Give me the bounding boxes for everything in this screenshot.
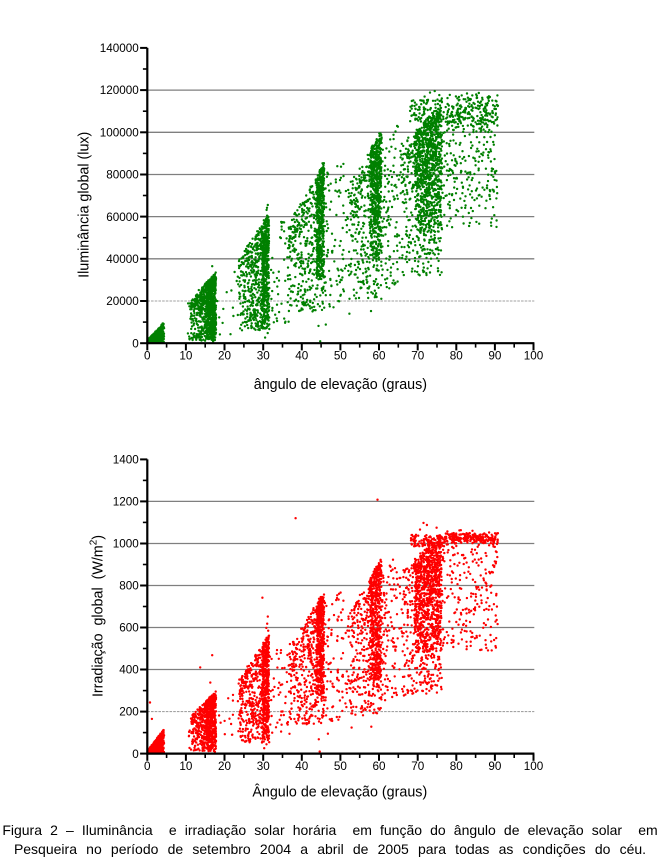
svg-text:140000: 140000 [100, 42, 140, 55]
svg-text:40: 40 [295, 350, 309, 363]
svg-text:70: 70 [411, 760, 425, 773]
svg-text:0: 0 [144, 760, 151, 773]
svg-text:20: 20 [218, 760, 232, 773]
svg-text:100000: 100000 [100, 126, 140, 139]
svg-text:50: 50 [334, 350, 348, 363]
svg-text:400: 400 [119, 664, 139, 677]
svg-text:40000: 40000 [106, 253, 139, 266]
svg-text:70: 70 [411, 350, 425, 363]
svg-text:90: 90 [488, 350, 502, 363]
svg-text:1200: 1200 [113, 496, 140, 509]
svg-text:100: 100 [524, 350, 544, 363]
svg-text:90: 90 [488, 760, 502, 773]
svg-text:200: 200 [119, 706, 139, 719]
svg-text:50: 50 [334, 760, 348, 773]
svg-text:0: 0 [132, 748, 139, 761]
svg-text:Iluminância global (lux): Iluminância global (lux) [77, 132, 93, 278]
svg-text:60: 60 [372, 350, 386, 363]
svg-text:Irradiação global (W/m2): Irradiação global (W/m2) [88, 535, 106, 697]
svg-text:10: 10 [179, 760, 193, 773]
svg-text:60000: 60000 [106, 211, 139, 224]
svg-text:1000: 1000 [113, 538, 140, 551]
svg-text:80000: 80000 [106, 169, 139, 182]
svg-text:0: 0 [144, 350, 151, 363]
svg-text:1400: 1400 [113, 454, 140, 467]
svg-text:40: 40 [295, 760, 309, 773]
svg-text:800: 800 [119, 580, 139, 593]
svg-text:120000: 120000 [100, 84, 140, 97]
svg-text:20000: 20000 [106, 295, 139, 308]
svg-text:100: 100 [524, 760, 544, 773]
svg-text:10: 10 [179, 350, 193, 363]
svg-text:80: 80 [450, 760, 464, 773]
svg-text:0: 0 [132, 337, 139, 350]
svg-text:Ângulo de elevação (graus): Ângulo de elevação (graus) [252, 784, 427, 801]
svg-text:30: 30 [257, 350, 271, 363]
svg-text:600: 600 [119, 622, 139, 635]
svg-text:ângulo de elevação (graus): ângulo de elevação (graus) [254, 377, 427, 393]
svg-text:80: 80 [450, 350, 464, 363]
svg-text:30: 30 [257, 760, 271, 773]
svg-text:60: 60 [372, 760, 386, 773]
svg-text:20: 20 [218, 350, 232, 363]
